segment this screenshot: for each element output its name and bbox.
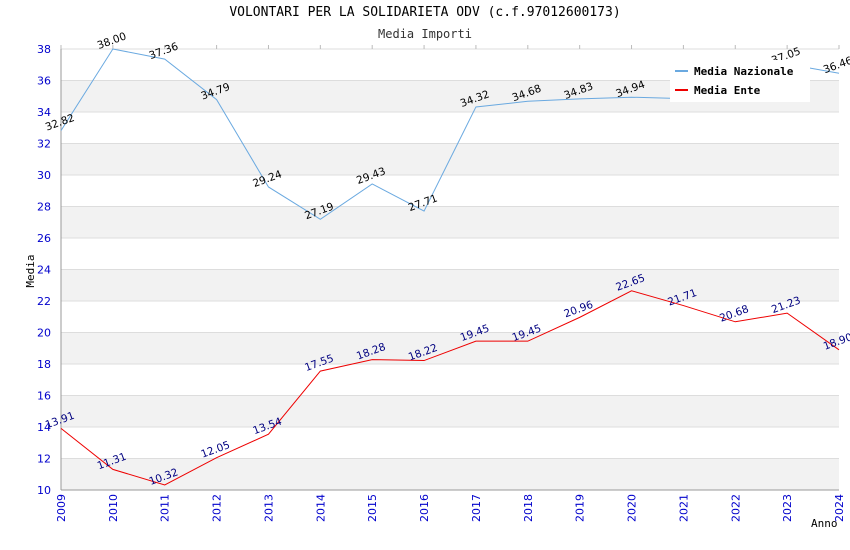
y-tick-label: 18 [37,358,51,371]
x-tick-label: 2022 [729,494,742,522]
grid-band [61,206,839,238]
legend-label: Media Ente [694,84,761,97]
y-tick-label: 20 [37,327,51,340]
grid-bands [61,48,839,491]
y-tick-label: 14 [37,421,51,434]
x-tick-label: 2017 [470,494,483,522]
x-axis-label: Anno [811,517,838,530]
y-tick-label: 10 [37,484,51,497]
x-tick-label: 2012 [211,494,224,522]
legend: Media Nazionale Media Ente [670,60,810,102]
x-tick-label: 2021 [677,494,690,522]
y-tick-label: 36 [37,75,51,88]
data-label: 20.96 [562,299,595,321]
y-tick-label: 26 [37,232,51,245]
y-tick-label: 32 [37,138,51,151]
x-tick-label: 2020 [626,494,639,522]
x-tick-label: 2009 [55,494,68,522]
y-axis-label: Media [24,254,37,287]
legend-label: Media Nazionale [694,65,794,78]
chart-subtitle: Media Importi [378,27,472,41]
x-tick-label: 2024 [833,494,846,522]
legend-box [670,60,810,102]
x-tick-label: 2015 [366,494,379,522]
y-tick-label: 22 [37,295,51,308]
x-tick-label: 2016 [418,494,431,522]
y-tick-label: 30 [37,169,51,182]
grid-band [61,395,839,427]
x-tick-label: 2023 [781,494,794,522]
grid-band [61,332,839,364]
chart-title: VOLONTARI PER LA SOLIDARIETA ODV (c.f.97… [229,5,621,20]
x-tick-label: 2018 [522,494,535,522]
x-tick-label: 2013 [262,494,275,522]
y-tick-label: 24 [37,264,51,277]
y-tick-label: 28 [37,201,51,214]
y-tick-label: 16 [37,390,51,403]
y-tick-label: 38 [37,43,51,56]
x-tick-label: 2010 [107,494,120,522]
series-line-media-ente [60,290,840,486]
x-tick-label: 2019 [574,494,587,522]
grid-band [61,269,839,301]
data-label: 12.05 [199,439,231,461]
y-tick-label: 34 [37,106,51,119]
x-tick-label: 2014 [314,494,327,522]
x-tick-label: 2011 [159,494,172,522]
data-label: 13.91 [44,410,76,432]
grid-band [61,458,839,490]
y-tick-label: 12 [37,453,51,466]
